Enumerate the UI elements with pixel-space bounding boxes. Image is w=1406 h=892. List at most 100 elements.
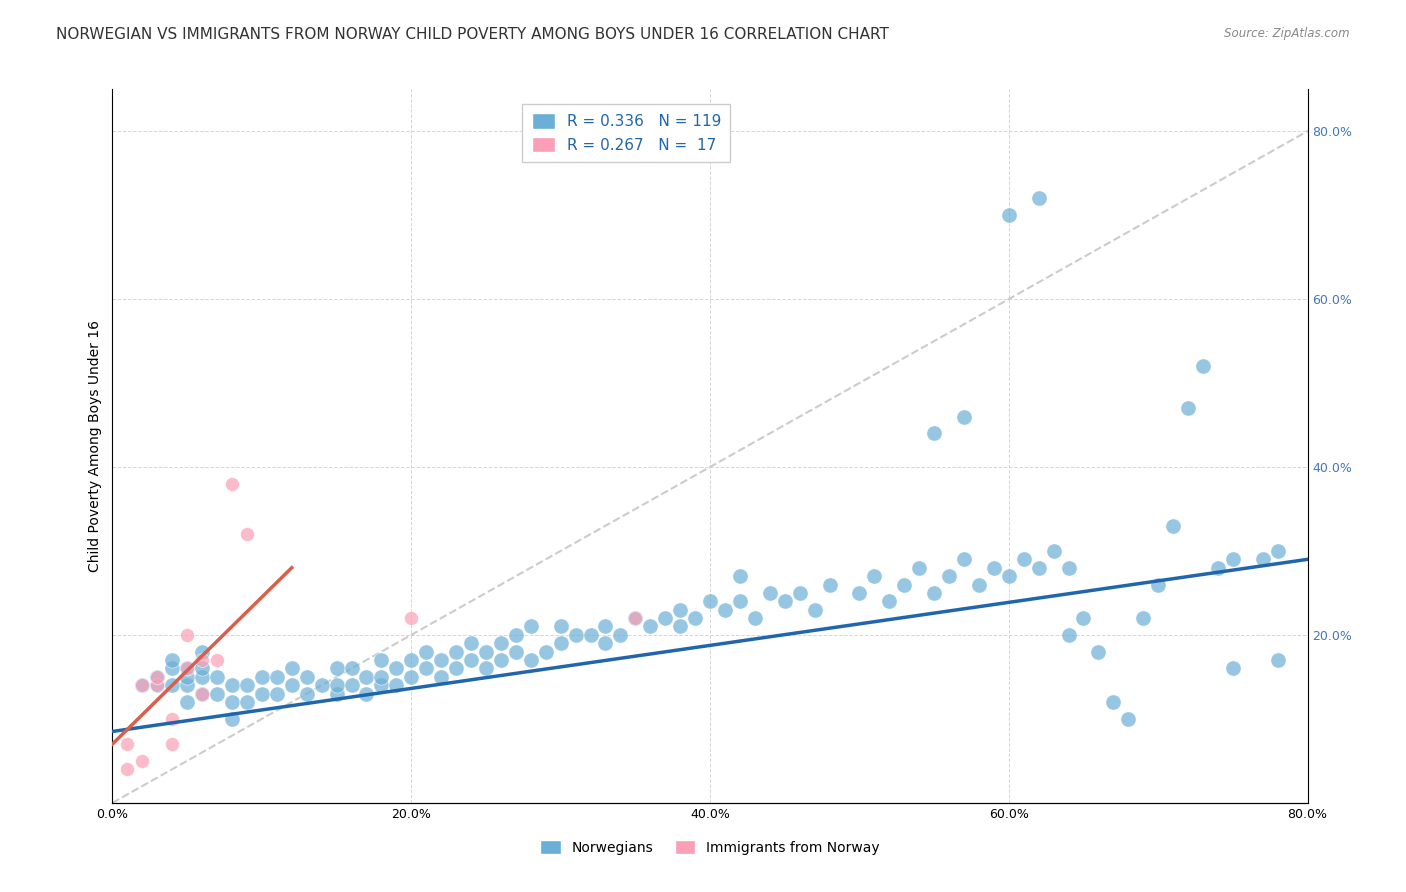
Point xyxy=(1073,611,1095,625)
Point xyxy=(117,737,139,751)
Point xyxy=(669,619,692,633)
Point xyxy=(744,611,766,625)
Point xyxy=(1118,712,1140,726)
Point xyxy=(415,645,437,659)
Point xyxy=(162,678,183,692)
Point xyxy=(520,619,543,633)
Point xyxy=(191,653,214,667)
Point xyxy=(340,678,363,692)
Point xyxy=(311,678,333,692)
Point xyxy=(444,661,467,675)
Point xyxy=(176,628,198,642)
Point xyxy=(221,712,243,726)
Point xyxy=(654,611,676,625)
Point xyxy=(1012,552,1035,566)
Point xyxy=(624,611,647,625)
Point xyxy=(460,653,482,667)
Point xyxy=(534,645,557,659)
Point xyxy=(131,754,153,768)
Point xyxy=(370,678,392,692)
Point xyxy=(1251,552,1274,566)
Point xyxy=(430,670,453,684)
Point xyxy=(221,678,243,692)
Point xyxy=(146,678,169,692)
Point xyxy=(146,670,169,684)
Point xyxy=(728,569,751,583)
Point xyxy=(325,687,347,701)
Point xyxy=(1028,560,1050,574)
Point xyxy=(430,653,453,667)
Point xyxy=(356,670,378,684)
Point xyxy=(370,670,392,684)
Point xyxy=(295,670,318,684)
Point xyxy=(340,661,363,675)
Point xyxy=(1057,560,1080,574)
Point xyxy=(1192,359,1215,374)
Point xyxy=(401,611,423,625)
Point xyxy=(893,577,915,591)
Point xyxy=(281,678,304,692)
Point xyxy=(385,678,408,692)
Point xyxy=(236,678,259,692)
Point xyxy=(1222,661,1244,675)
Point xyxy=(983,560,1005,574)
Point xyxy=(250,687,273,701)
Legend: Norwegians, Immigrants from Norway: Norwegians, Immigrants from Norway xyxy=(534,834,886,860)
Point xyxy=(505,645,527,659)
Point xyxy=(938,569,960,583)
Point xyxy=(191,661,214,675)
Point xyxy=(1087,645,1109,659)
Point xyxy=(221,476,243,491)
Point xyxy=(325,678,347,692)
Point xyxy=(803,603,825,617)
Y-axis label: Child Poverty Among Boys Under 16: Child Poverty Among Boys Under 16 xyxy=(89,320,103,572)
Point xyxy=(953,552,976,566)
Point xyxy=(922,586,945,600)
Point xyxy=(640,619,662,633)
Point xyxy=(146,678,169,692)
Point xyxy=(550,636,572,650)
Point xyxy=(162,661,183,675)
Point xyxy=(863,569,886,583)
Point xyxy=(401,670,423,684)
Point xyxy=(714,603,737,617)
Point xyxy=(191,687,214,701)
Point xyxy=(595,636,617,650)
Point xyxy=(444,645,467,659)
Point xyxy=(266,670,288,684)
Point xyxy=(1042,544,1064,558)
Point xyxy=(1057,628,1080,642)
Point xyxy=(953,409,976,424)
Point xyxy=(176,661,198,675)
Point xyxy=(609,628,631,642)
Point xyxy=(176,670,198,684)
Point xyxy=(176,678,198,692)
Point xyxy=(624,611,647,625)
Point xyxy=(489,653,512,667)
Point xyxy=(221,695,243,709)
Point xyxy=(385,661,408,675)
Point xyxy=(773,594,796,608)
Point xyxy=(669,603,692,617)
Text: NORWEGIAN VS IMMIGRANTS FROM NORWAY CHILD POVERTY AMONG BOYS UNDER 16 CORRELATIO: NORWEGIAN VS IMMIGRANTS FROM NORWAY CHIL… xyxy=(56,27,889,42)
Point xyxy=(1161,518,1184,533)
Point xyxy=(879,594,901,608)
Point xyxy=(818,577,841,591)
Point xyxy=(550,619,572,633)
Point xyxy=(281,661,304,675)
Point xyxy=(1267,653,1289,667)
Point xyxy=(250,670,273,684)
Point xyxy=(1102,695,1125,709)
Point xyxy=(191,645,214,659)
Point xyxy=(922,426,945,441)
Point xyxy=(998,569,1021,583)
Point xyxy=(908,560,931,574)
Point xyxy=(162,653,183,667)
Point xyxy=(564,628,586,642)
Point xyxy=(162,737,183,751)
Point xyxy=(176,695,198,709)
Point xyxy=(967,577,990,591)
Point xyxy=(325,661,347,675)
Point xyxy=(460,636,482,650)
Point xyxy=(683,611,706,625)
